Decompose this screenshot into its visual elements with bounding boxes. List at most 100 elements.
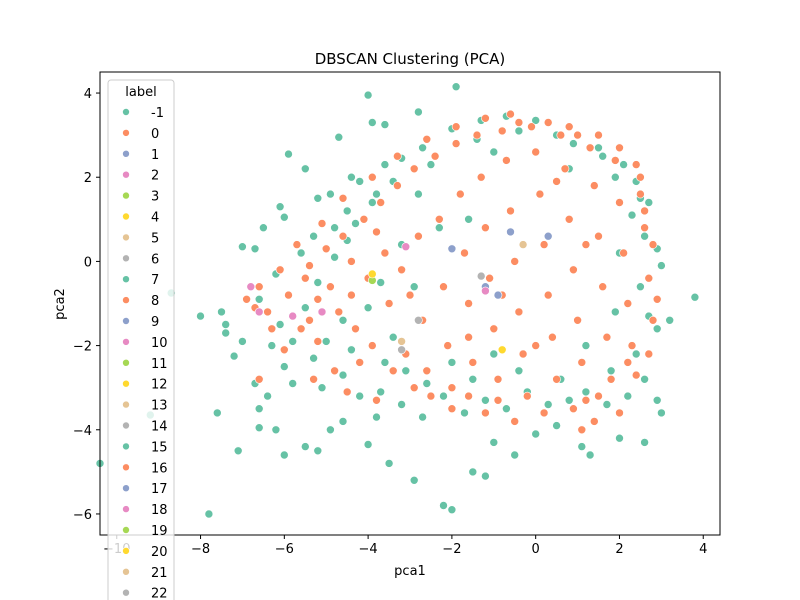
- legend-label: 20: [151, 545, 168, 560]
- data-point: [372, 189, 381, 199]
- data-point: [242, 294, 251, 304]
- data-point: [334, 132, 344, 142]
- data-point: [355, 358, 365, 367]
- data-point: [585, 143, 595, 153]
- data-point: [422, 135, 432, 144]
- data-point: [321, 244, 331, 254]
- legend-label: 9: [151, 315, 159, 330]
- data-point: [313, 337, 323, 346]
- data-point: [636, 189, 645, 199]
- data-point: [254, 294, 264, 304]
- data-point: [481, 471, 490, 481]
- data-point: [518, 240, 528, 249]
- data-point: [640, 231, 649, 241]
- data-point: [288, 311, 298, 321]
- data-point: [418, 412, 427, 422]
- data-point: [439, 391, 448, 401]
- data-point: [292, 240, 302, 249]
- data-point: [652, 324, 662, 334]
- data-point: [644, 198, 654, 207]
- data-point: [615, 198, 624, 207]
- y-tick-label: −2: [73, 340, 92, 355]
- data-point: [229, 351, 239, 361]
- legend-marker: [122, 191, 130, 200]
- data-point: [623, 391, 633, 401]
- data-point: [589, 181, 599, 190]
- chart-title: DBSCAN Clustering (PCA): [315, 50, 506, 68]
- data-point: [451, 122, 461, 131]
- legend-marker: [122, 526, 130, 534]
- data-point: [460, 248, 469, 258]
- x-tick-label: 0: [532, 542, 540, 557]
- data-point: [384, 299, 394, 308]
- data-point: [476, 172, 486, 182]
- data-point: [363, 90, 373, 100]
- data-point: [305, 261, 314, 270]
- data-point: [535, 189, 545, 199]
- data-point: [527, 122, 536, 131]
- data-point: [338, 194, 348, 203]
- data-point: [552, 421, 561, 430]
- data-point: [271, 425, 281, 435]
- data-point: [543, 231, 553, 241]
- data-point: [309, 374, 318, 384]
- data-point: [615, 143, 624, 153]
- data-point: [493, 290, 503, 300]
- data-point: [430, 151, 440, 161]
- data-point: [481, 223, 490, 232]
- legend-marker: [122, 379, 130, 388]
- legend-marker: [122, 129, 130, 137]
- data-point: [510, 257, 520, 266]
- data-point: [250, 244, 260, 254]
- data-point: [388, 366, 398, 376]
- data-point: [363, 440, 373, 449]
- data-point: [514, 126, 524, 136]
- data-point: [409, 383, 419, 393]
- data-point: [418, 143, 427, 153]
- y-tick-label: 2: [84, 171, 92, 186]
- data-point: [598, 151, 608, 161]
- legend-marker: [122, 421, 130, 430]
- data-point: [342, 206, 352, 216]
- data-point: [497, 126, 507, 136]
- data-point: [326, 425, 335, 435]
- data-point: [409, 475, 419, 485]
- data-point: [640, 223, 649, 232]
- data-point: [631, 160, 641, 169]
- legend-marker: [122, 170, 130, 179]
- data-point: [522, 391, 532, 401]
- legend-label: 12: [151, 378, 168, 393]
- data-point: [393, 151, 402, 161]
- legend-label: 5: [151, 231, 159, 246]
- legend-marker: [122, 108, 130, 116]
- data-point: [204, 509, 214, 519]
- data-point: [439, 501, 448, 510]
- data-point: [414, 107, 423, 117]
- data-point: [581, 395, 591, 405]
- data-point: [347, 172, 356, 182]
- data-point: [623, 358, 633, 367]
- data-point: [455, 189, 465, 199]
- legend-label: 0: [151, 127, 159, 142]
- data-point: [275, 320, 285, 329]
- data-point: [514, 366, 524, 376]
- data-point: [539, 240, 549, 249]
- x-tick-label: 2: [615, 542, 623, 557]
- data-point: [288, 337, 298, 346]
- data-point: [326, 282, 335, 292]
- data-point: [548, 332, 557, 342]
- data-point: [384, 459, 394, 468]
- data-point: [284, 290, 293, 300]
- data-point: [493, 374, 503, 384]
- data-point: [506, 206, 515, 216]
- data-point: [414, 315, 423, 325]
- data-point: [464, 215, 473, 224]
- legend-label: 13: [151, 399, 168, 414]
- data-point: [564, 395, 574, 405]
- legend-label: -1: [151, 106, 164, 121]
- data-point: [598, 282, 608, 292]
- data-point: [481, 114, 490, 123]
- legend-label: 19: [151, 524, 168, 539]
